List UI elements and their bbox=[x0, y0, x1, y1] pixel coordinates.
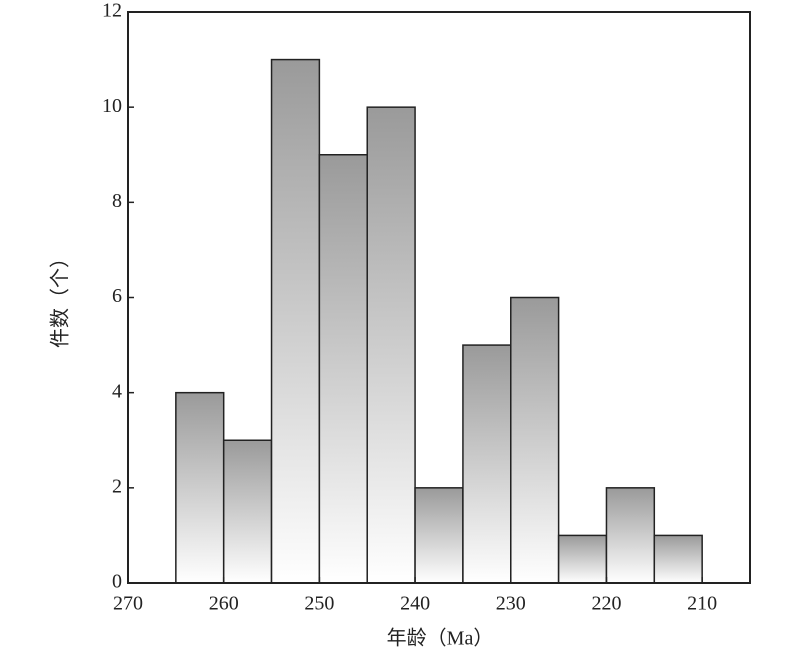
bar bbox=[270, 58, 321, 584]
y-tick-label: 6 bbox=[112, 285, 122, 307]
x-tick-label: 220 bbox=[591, 593, 621, 615]
bar bbox=[366, 106, 416, 584]
bar bbox=[462, 344, 512, 584]
x-tick-label: 260 bbox=[209, 593, 239, 615]
x-tick-label: 230 bbox=[496, 593, 526, 615]
y-tick-label: 12 bbox=[102, 0, 122, 22]
bar bbox=[653, 534, 703, 584]
x-tick-label: 270 bbox=[113, 593, 143, 615]
y-axis-label: 件数（个） bbox=[49, 248, 72, 348]
bar bbox=[414, 487, 464, 584]
x-axis-label: 年龄（Ma） bbox=[387, 627, 494, 650]
bar bbox=[510, 296, 560, 584]
x-tick-label: 240 bbox=[400, 593, 430, 615]
bar bbox=[318, 154, 368, 584]
y-tick-label: 2 bbox=[112, 475, 122, 497]
bar bbox=[605, 487, 656, 584]
bar bbox=[557, 534, 608, 584]
y-tick-label: 8 bbox=[112, 190, 122, 212]
x-tick-label: 250 bbox=[304, 593, 334, 615]
x-tick-label: 210 bbox=[687, 593, 717, 615]
y-tick-label: 0 bbox=[112, 571, 122, 593]
y-tick-label: 4 bbox=[112, 380, 122, 402]
y-tick-label: 10 bbox=[102, 95, 122, 117]
bar bbox=[222, 439, 273, 584]
bar bbox=[175, 391, 225, 584]
